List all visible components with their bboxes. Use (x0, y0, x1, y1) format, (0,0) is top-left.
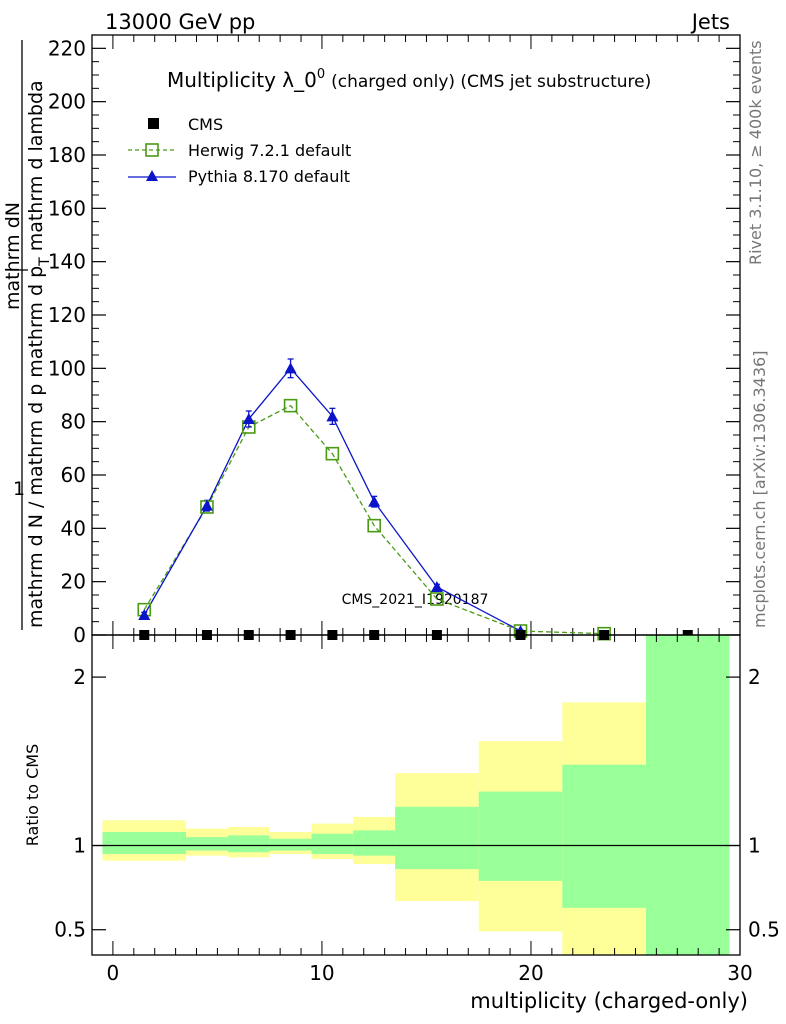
y-tick-label-main: 40 (61, 516, 86, 540)
x-axis-title: multiplicity (charged-only) (470, 989, 748, 1013)
y-tick-label-ratio-right: 2 (748, 665, 761, 689)
x-tick-label: 10 (309, 961, 334, 985)
ratio-band-inner (269, 838, 312, 851)
y-tick-label-main: 60 (61, 463, 86, 487)
y-tick-label-main: 80 (61, 410, 86, 434)
watermark: CMS_2021_I1920187 (342, 592, 489, 608)
y-tick-label-main: 200 (48, 90, 86, 114)
x-ticks-main (91, 35, 741, 635)
legend-pythia-marker (146, 170, 158, 181)
ratio-ylabel: Ratio to CMS (23, 744, 42, 846)
ylabel-bottom: mathrm d N / mathrm d p mathrm d pTmathrm… (25, 80, 53, 628)
ratio-frame (91, 634, 741, 956)
y-tick-label-ratio-left: 2 (73, 665, 86, 689)
pythia-point (284, 362, 297, 374)
x-tick-label: 0 (107, 961, 120, 985)
y-tick-label-main: 0 (73, 623, 86, 647)
ratio-panel: 0.5 0.5 1 1 2 2 0 10 20 30 Ratio to CMS multipli… (23, 635, 780, 1013)
y-tick-label-main: 100 (48, 356, 86, 380)
legend-herwig-label: Herwig 7.2.1 default (188, 141, 351, 160)
title-main: Multiplicity λ_0 (167, 68, 317, 92)
mcplots-label: mcplots.cern.ch [arXiv:1306.3436] (750, 351, 769, 628)
ratio-band-inner (186, 837, 228, 851)
pythia-point (368, 495, 381, 507)
herwig-point (367, 518, 381, 533)
y-tick-label-ratio-left: 1 (73, 834, 86, 858)
y-tick-label-main: 120 (48, 303, 86, 327)
title-sup: 0 (317, 67, 325, 82)
x-ticks-ratio: 0 10 20 30 (91, 635, 753, 985)
ylabel-numerator: 1 (13, 478, 25, 500)
y-tick-label-ratio-right: 1 (748, 834, 761, 858)
ratio-band-inner (102, 832, 187, 854)
ylabel-top: mathrm dN (2, 202, 24, 310)
y-tick-label-ratio-right: 0.5 (748, 918, 780, 942)
y-tick-label-main: 20 (61, 570, 86, 594)
herwig-point (430, 592, 444, 606)
pythia-point (430, 581, 443, 592)
legend-pythia-label: Pythia 8.170 default (188, 167, 350, 186)
ylabel-tail: mathrm d lambda (25, 80, 47, 251)
y-tick-label-main: 160 (48, 196, 86, 220)
ylabel-part-b: mathrm d p (25, 266, 47, 378)
ratio-band-inner (562, 764, 646, 908)
rivet-label: Rivet 3.1.10, ≥ 400k events (746, 40, 765, 265)
ratio-band-inner (395, 806, 479, 870)
legend-cms-label: CMS (188, 115, 223, 134)
pythia-point (242, 413, 255, 424)
y-ticks-main: 0 20 40 60 80 100 120 140 160 180 200 220 (48, 34, 740, 647)
main-title: Multiplicity λ_00 (charged only) (CMS jet… (167, 67, 651, 92)
ratio-band-inner (227, 835, 270, 853)
y-tick-label-main: 180 (48, 143, 86, 167)
y-ticks-ratio: 0.5 0.5 1 1 2 2 (54, 665, 780, 942)
ylabel-part-a: mathrm d N / mathrm d p (25, 384, 47, 628)
ylabel-sub: T (37, 257, 53, 267)
y-tick-label-main: 220 (48, 36, 86, 60)
legend-herwig-marker (145, 143, 159, 157)
ratio-band-inner (353, 830, 396, 856)
energy-label: 13000 GeV pp (105, 10, 255, 34)
x-tick-label: 20 (518, 961, 543, 985)
main-panel: Multiplicity λ_00 (charged only) (CMS jet… (2, 34, 741, 647)
ratio-bands (102, 635, 730, 955)
legend: CMS Herwig 7.2.1 default Pythia 8.170 de… (128, 115, 351, 186)
herwig-point (325, 446, 340, 461)
ratio-band-inner (478, 791, 563, 881)
title-suffix: (charged only) (CMS jet substructure) (331, 72, 651, 92)
ratio-band-inner (645, 635, 730, 955)
herwig-line (143, 404, 605, 635)
pythia-point (200, 499, 213, 511)
legend-cms-marker (148, 118, 159, 129)
pythia-point (138, 609, 151, 620)
ratio-band-inner (311, 833, 354, 854)
pythia-point (326, 410, 339, 422)
y-axis-title-main: 1 mathrm dN mathrm d N / mathrm d pmathr… (2, 40, 53, 630)
y-tick-label-main: 140 (48, 250, 86, 274)
y-tick-label-ratio-left: 0.5 (54, 918, 86, 942)
herwig-point (283, 398, 298, 413)
x-tick-label: 30 (727, 961, 752, 985)
category-label: Jets (690, 10, 730, 34)
pythia-line (143, 367, 521, 632)
